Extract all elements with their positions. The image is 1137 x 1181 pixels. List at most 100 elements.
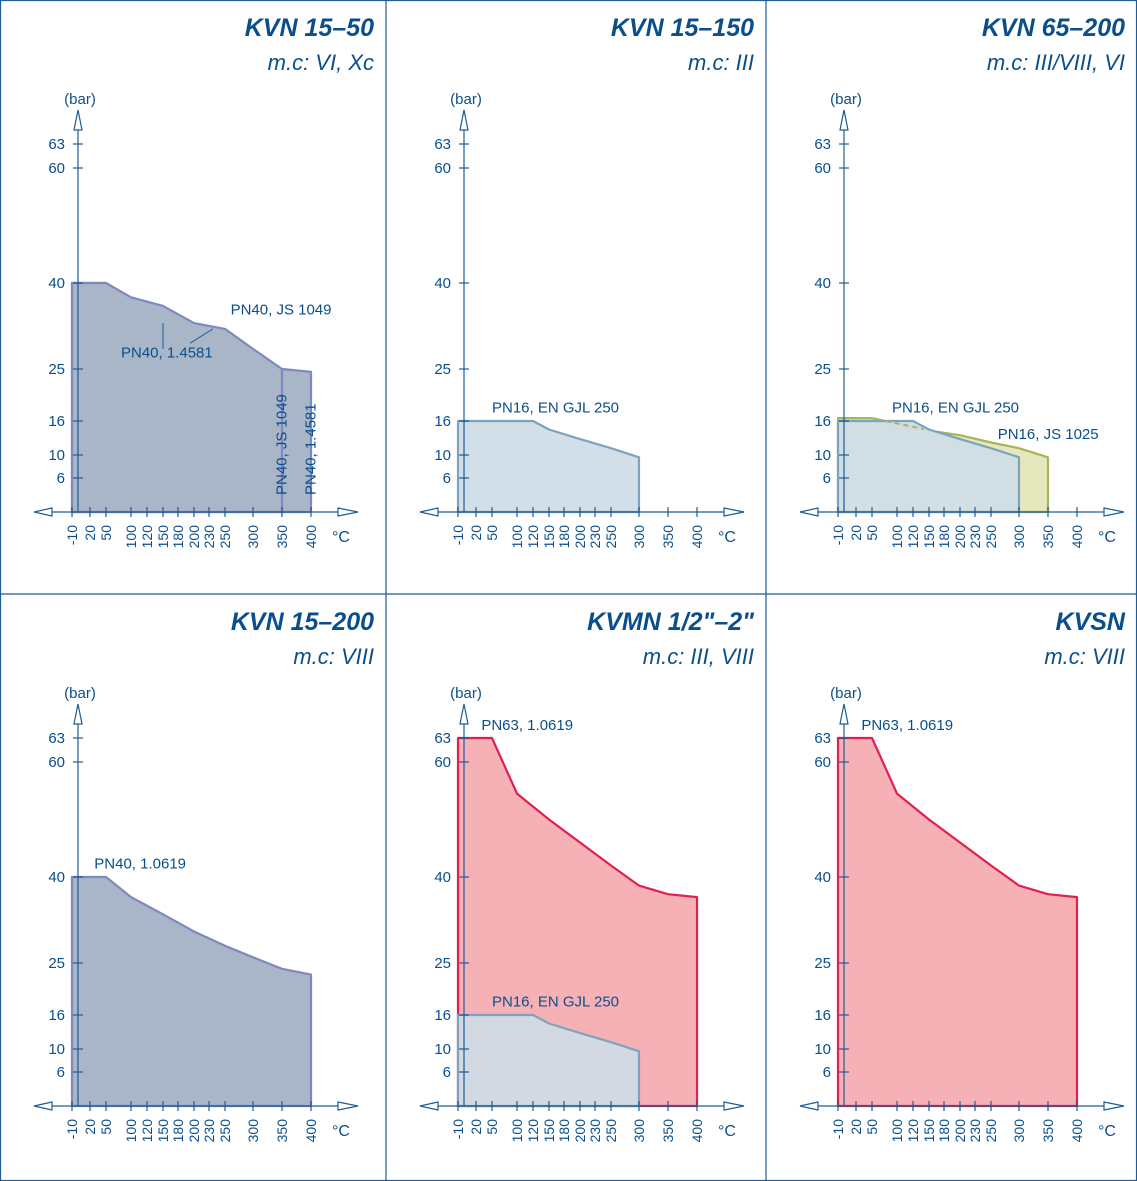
y-tick-label: 25 xyxy=(48,955,65,972)
panel-subtitle: m.c: VIII xyxy=(293,644,374,669)
x-tick-label: 120 xyxy=(139,1119,155,1143)
x-tick-label: 230 xyxy=(587,1119,603,1143)
x-tick-label: 230 xyxy=(967,1119,983,1143)
x-axis-arrow-right xyxy=(337,1101,359,1111)
y-tick-label: 25 xyxy=(48,361,65,378)
y-axis-arrow xyxy=(73,109,83,131)
x-tick-label: 50 xyxy=(98,525,114,541)
y-tick-label: 10 xyxy=(48,1041,65,1058)
y-tick-label: 63 xyxy=(434,730,451,747)
x-tick-label: 400 xyxy=(1069,525,1085,549)
series-label: PN16, EN GJL 250 xyxy=(492,399,619,416)
series-label: PN40, 1.4581 xyxy=(303,403,320,495)
x-axis-label: °C xyxy=(1098,529,1116,546)
y-tick-label: 16 xyxy=(814,1007,831,1024)
x-tick-label: 250 xyxy=(603,1119,619,1143)
y-tick-label: 10 xyxy=(434,1041,451,1058)
y-axis-label: (bar) xyxy=(64,91,96,108)
x-tick-label: 120 xyxy=(525,1119,541,1143)
y-tick-label: 10 xyxy=(814,447,831,464)
x-axis-arrow-left xyxy=(33,507,53,517)
series-label: PN16, EN GJL 250 xyxy=(492,993,619,1010)
y-tick-label: 16 xyxy=(434,413,451,430)
x-tick-label: 300 xyxy=(631,1119,647,1143)
x-tick-label: 250 xyxy=(217,1119,233,1143)
series-label: PN40, 1.0619 xyxy=(94,855,186,872)
x-tick-label: 100 xyxy=(123,1119,139,1143)
series-label: PN63, 1.0619 xyxy=(861,717,953,734)
x-tick-label: 20 xyxy=(468,525,484,541)
x-axis-arrow-left xyxy=(419,1101,439,1111)
y-tick-label: 40 xyxy=(434,869,451,886)
panel-title: KVN 65–200 xyxy=(981,14,1125,42)
x-tick-label: 150 xyxy=(155,525,171,549)
x-axis-label: °C xyxy=(332,529,350,546)
panel-title: KVN 15–200 xyxy=(230,608,374,636)
label-leader xyxy=(189,328,214,344)
x-tick-label: 300 xyxy=(1011,525,1027,549)
x-axis-arrow-left xyxy=(419,507,439,517)
x-tick-label: 200 xyxy=(572,525,588,549)
y-tick-label: 60 xyxy=(434,754,451,771)
x-tick-label: 20 xyxy=(848,1119,864,1135)
x-tick-label: 400 xyxy=(303,1119,319,1143)
panel-subtitle: m.c: VIII xyxy=(1044,644,1125,669)
x-tick-label: 300 xyxy=(631,525,647,549)
y-axis-arrow xyxy=(459,703,469,725)
y-tick-label: 25 xyxy=(434,955,451,972)
x-axis-arrow-left xyxy=(799,507,819,517)
x-tick-label: 250 xyxy=(217,525,233,549)
y-axis-label: (bar) xyxy=(830,91,862,108)
x-tick-label: 50 xyxy=(864,1119,880,1135)
x-tick-label: -10 xyxy=(450,525,466,545)
x-tick-label: 20 xyxy=(848,525,864,541)
y-tick-label: 63 xyxy=(434,136,451,153)
x-tick-label: 120 xyxy=(525,525,541,549)
x-tick-label: 200 xyxy=(186,525,202,549)
x-tick-label: 350 xyxy=(1040,1119,1056,1143)
x-tick-label: 50 xyxy=(864,525,880,541)
y-axis-arrow xyxy=(73,703,83,725)
series-label: PN40, JS 1049 xyxy=(274,394,291,495)
series-area xyxy=(836,419,1021,514)
x-tick-label: 100 xyxy=(509,525,525,549)
y-tick-label: 16 xyxy=(48,413,65,430)
series-area xyxy=(456,1013,641,1108)
x-axis-arrow-right xyxy=(723,1101,745,1111)
x-tick-label: 200 xyxy=(572,1119,588,1143)
y-tick-label: 40 xyxy=(814,869,831,886)
x-tick-label: 100 xyxy=(889,1119,905,1143)
x-tick-label: 250 xyxy=(603,525,619,549)
y-tick-label: 6 xyxy=(57,470,65,487)
x-tick-label: 180 xyxy=(170,525,186,549)
series-label: PN63, 1.0619 xyxy=(481,717,573,734)
series-label: PN16, JS 1025 xyxy=(998,426,1099,443)
series-label: PN16, EN GJL 250 xyxy=(892,399,1019,416)
panel-title: KVMN 1/2"–2" xyxy=(587,608,754,636)
x-tick-label: 180 xyxy=(556,525,572,549)
series-area xyxy=(70,281,284,514)
x-tick-label: 230 xyxy=(967,525,983,549)
x-tick-label: -10 xyxy=(64,1119,80,1139)
x-tick-label: 150 xyxy=(921,525,937,549)
x-tick-label: 20 xyxy=(82,1119,98,1135)
x-tick-label: -10 xyxy=(830,525,846,545)
x-tick-label: 120 xyxy=(905,1119,921,1143)
x-tick-label: 400 xyxy=(303,525,319,549)
y-tick-label: 6 xyxy=(823,1064,831,1081)
x-axis-arrow-left xyxy=(799,1101,819,1111)
y-axis-label: (bar) xyxy=(830,685,862,702)
x-tick-label: 50 xyxy=(484,1119,500,1135)
series-label: PN40, JS 1049 xyxy=(231,302,332,319)
y-tick-label: 60 xyxy=(48,754,65,771)
x-tick-label: 250 xyxy=(983,1119,999,1143)
x-tick-label: 400 xyxy=(689,1119,705,1143)
panel-title: KVN 15–150 xyxy=(610,14,754,42)
x-axis-label: °C xyxy=(1098,1123,1116,1140)
y-tick-label: 6 xyxy=(443,470,451,487)
y-tick-label: 6 xyxy=(823,470,831,487)
x-tick-label: 250 xyxy=(983,525,999,549)
